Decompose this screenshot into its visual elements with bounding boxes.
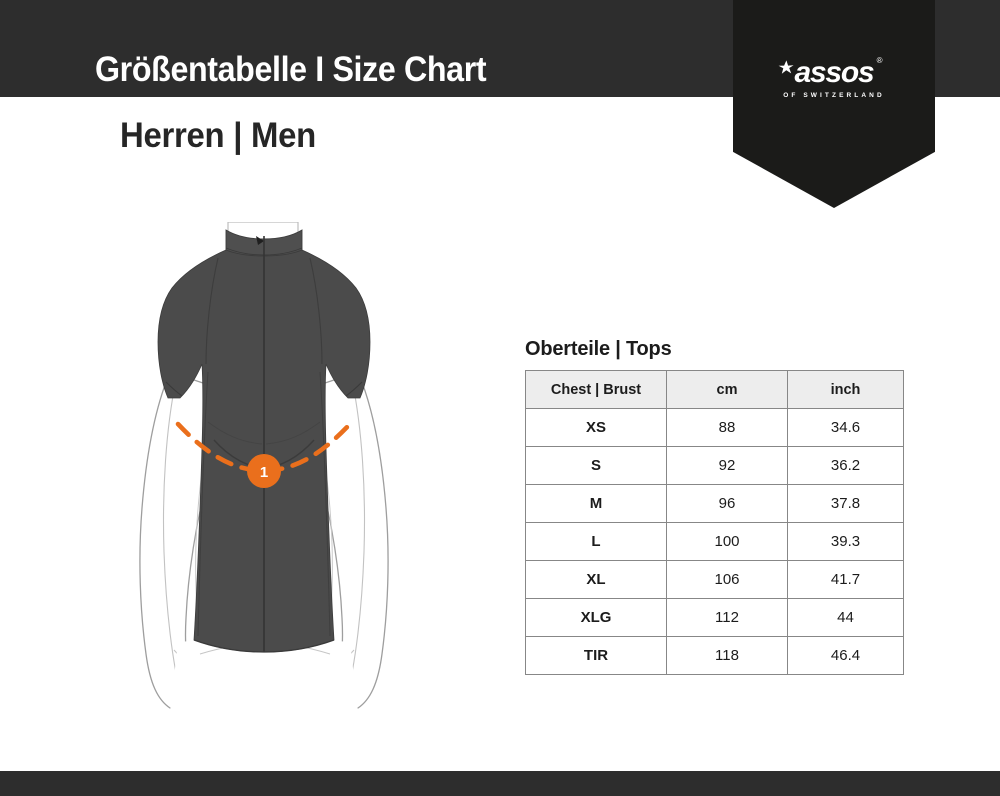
torso-illustration: 1 bbox=[58, 222, 468, 712]
star-icon bbox=[779, 60, 795, 74]
value-inch: 37.8 bbox=[787, 484, 904, 523]
value-cm: 100 bbox=[666, 522, 788, 561]
right-side-panel-line bbox=[319, 371, 331, 637]
brand-banner: assos ® OF SWITZERLAND bbox=[733, 0, 935, 208]
brand-tagline: OF SWITZERLAND bbox=[783, 92, 885, 99]
value-cm: 118 bbox=[666, 636, 788, 675]
registered-mark-icon: ® bbox=[876, 56, 883, 65]
value-cm: 96 bbox=[666, 484, 788, 523]
table-row: S 92 36.2 bbox=[525, 446, 904, 485]
value-cm: 112 bbox=[666, 598, 788, 637]
left-shoulder-seam bbox=[205, 257, 219, 365]
size-label: L bbox=[525, 522, 667, 561]
table-row: TIR 118 46.4 bbox=[525, 636, 904, 675]
page-subtitle: Herren | Men bbox=[120, 116, 316, 155]
tops-size-table: Chest | Brust cm inch XS 88 34.6 S 92 36… bbox=[525, 370, 904, 675]
table-heading: Oberteile | Tops bbox=[525, 338, 672, 360]
footer-bar bbox=[0, 771, 1000, 796]
hip-shape bbox=[170, 636, 358, 712]
right-arm-crease bbox=[345, 379, 366, 701]
size-label: XLG bbox=[525, 598, 667, 637]
jersey-hem bbox=[193, 639, 335, 653]
left-sleeve-hem bbox=[165, 381, 183, 397]
measurement-marker-circle bbox=[247, 454, 281, 488]
table-row: XL 106 41.7 bbox=[525, 560, 904, 599]
right-shoulder-seam bbox=[309, 257, 323, 365]
value-inch: 41.7 bbox=[787, 560, 904, 599]
value-inch: 34.6 bbox=[787, 408, 904, 447]
value-inch: 36.2 bbox=[787, 446, 904, 485]
column-header-chest: Chest | Brust bbox=[525, 370, 667, 409]
column-header-inch: inch bbox=[787, 370, 904, 409]
table-row: XLG 112 44 bbox=[525, 598, 904, 637]
value-inch: 44 bbox=[787, 598, 904, 637]
table-header: Chest | Brust cm inch bbox=[525, 370, 904, 409]
torso-illustration-svg: 1 bbox=[139, 222, 389, 712]
table-row: XS 88 34.6 bbox=[525, 408, 904, 447]
table-row: L 100 39.3 bbox=[525, 522, 904, 561]
page-title: Größentabelle I Size Chart bbox=[95, 50, 487, 89]
size-label: XL bbox=[525, 560, 667, 599]
zipper-pull-icon bbox=[256, 236, 264, 245]
left-side-panel-line bbox=[197, 371, 209, 637]
brand-name: assos bbox=[794, 56, 874, 89]
brand-logo-mark: assos ® bbox=[779, 56, 883, 89]
left-arm-crease bbox=[162, 379, 183, 701]
brand-logo: assos ® OF SWITZERLAND bbox=[733, 56, 935, 99]
size-label: S bbox=[525, 446, 667, 485]
size-label: M bbox=[525, 484, 667, 523]
measurement-marker-label: 1 bbox=[260, 464, 268, 481]
right-sleeve-hem bbox=[345, 381, 363, 397]
right-chest-shade bbox=[265, 421, 321, 445]
tops-table-section: Oberteile | Tops Chest | Brust cm inch X… bbox=[525, 338, 905, 675]
chest-dashed-line bbox=[175, 421, 353, 474]
value-inch: 39.3 bbox=[787, 522, 904, 561]
value-cm: 88 bbox=[666, 408, 788, 447]
value-inch: 46.4 bbox=[787, 636, 904, 675]
column-header-cm: cm bbox=[666, 370, 788, 409]
table-body: XS 88 34.6 S 92 36.2 M 96 37.8 L 100 bbox=[525, 408, 904, 675]
table-header-row: Chest | Brust cm inch bbox=[525, 370, 904, 409]
value-cm: 106 bbox=[666, 560, 788, 599]
left-chest-shade bbox=[207, 421, 263, 445]
value-cm: 92 bbox=[666, 446, 788, 485]
table-row: M 96 37.8 bbox=[525, 484, 904, 523]
size-label: XS bbox=[525, 408, 667, 447]
size-label: TIR bbox=[525, 636, 667, 675]
